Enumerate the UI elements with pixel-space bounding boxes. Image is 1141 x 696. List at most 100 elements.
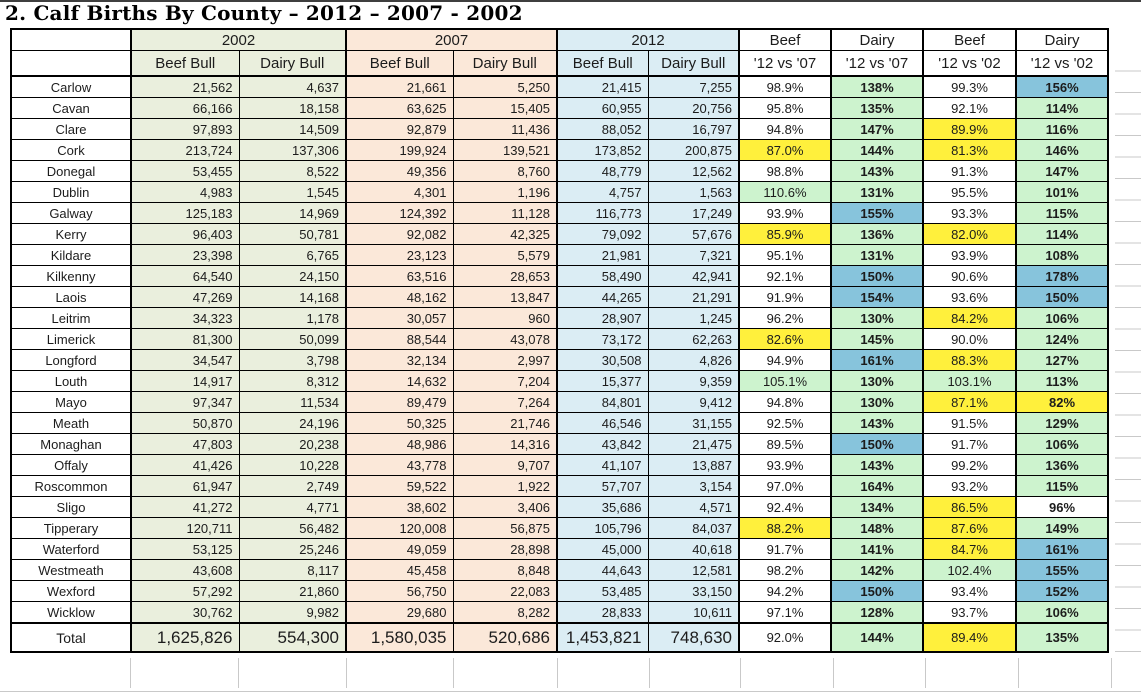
pct-dairy-12v07-cell[interactable]: 150% — [830, 433, 924, 455]
2007-dairy-value-cell[interactable]: 13,847 — [452, 286, 558, 308]
2002-dairy-value-cell[interactable]: 8,312 — [238, 370, 347, 392]
pct-dairy-12v02-cell[interactable]: 82% — [1015, 391, 1109, 413]
pct-dairy-12v07-cell[interactable]: 161% — [830, 349, 924, 371]
2007-beef-value-cell[interactable]: 63,625 — [345, 97, 454, 119]
2007-dairy-value-cell[interactable]: 960 — [452, 307, 558, 329]
pct-dairy-12v02-cell[interactable]: 101% — [1015, 181, 1109, 203]
2007-dairy-value-cell[interactable]: 11,436 — [452, 118, 558, 140]
2007-beef-value-cell[interactable]: 92,879 — [345, 118, 454, 140]
2007-dairy-value-cell[interactable]: 520,686 — [452, 622, 558, 653]
2002-beef-value-cell[interactable]: 1,625,826 — [130, 622, 240, 653]
county-name-cell[interactable]: Kilkenny — [10, 265, 132, 287]
pct-beef-12v07-cell[interactable]: 98.9% — [738, 75, 832, 98]
pct-dairy-12v02-cell[interactable]: 135% — [1015, 622, 1109, 653]
pct-beef-12v07-cell[interactable]: 91.9% — [738, 286, 832, 308]
pct-beef-12v02-cell[interactable]: 91.7% — [922, 433, 1017, 455]
pct-dairy-12v02-cell[interactable]: 156% — [1015, 75, 1109, 98]
2007-dairy-value-cell[interactable]: 42,325 — [452, 223, 558, 245]
2002-dairy-value-cell[interactable]: 14,509 — [238, 118, 347, 140]
county-name-cell[interactable]: Carlow — [10, 75, 132, 98]
2002-dairy-value-cell[interactable]: 20,238 — [238, 433, 347, 455]
pct-dairy-12v07-cell[interactable]: 144% — [830, 622, 924, 653]
county-name-cell[interactable]: Clare — [10, 118, 132, 140]
2012-beef-value-cell[interactable]: 41,107 — [556, 454, 649, 476]
county-name-cell[interactable]: Tipperary — [10, 517, 132, 539]
2012-dairy-value-cell[interactable]: 7,255 — [647, 75, 740, 98]
pct-beef-12v07-cell[interactable]: 93.9% — [738, 454, 832, 476]
2002-beef-value-cell[interactable]: 66,166 — [130, 97, 240, 119]
county-name-cell[interactable]: Waterford — [10, 538, 132, 560]
2007-beef-value-cell[interactable]: 48,162 — [345, 286, 454, 308]
2012-beef-value-cell[interactable]: 21,415 — [556, 75, 649, 98]
2002-dairy-value-cell[interactable]: 1,545 — [238, 181, 347, 203]
pct-beef-12v07-cell[interactable]: 94.9% — [738, 349, 832, 371]
2012-dairy-value-cell[interactable]: 1,245 — [647, 307, 740, 329]
header-beef-bull-2002[interactable]: Beef Bull — [130, 50, 240, 77]
2012-dairy-value-cell[interactable]: 12,562 — [647, 160, 740, 182]
pct-beef-12v02-cell[interactable]: 93.6% — [922, 286, 1017, 308]
pct-dairy-12v02-cell[interactable]: 155% — [1015, 559, 1109, 581]
2002-dairy-value-cell[interactable]: 8,117 — [238, 559, 347, 581]
2012-dairy-value-cell[interactable]: 17,249 — [647, 202, 740, 224]
2012-dairy-value-cell[interactable]: 16,797 — [647, 118, 740, 140]
pct-beef-12v02-cell[interactable]: 93.9% — [922, 244, 1017, 266]
2002-beef-value-cell[interactable]: 47,269 — [130, 286, 240, 308]
2012-beef-value-cell[interactable]: 58,490 — [556, 265, 649, 287]
2012-dairy-value-cell[interactable]: 4,571 — [647, 496, 740, 518]
2007-beef-value-cell[interactable]: 38,602 — [345, 496, 454, 518]
2002-dairy-value-cell[interactable]: 2,749 — [238, 475, 347, 497]
2002-dairy-value-cell[interactable]: 4,771 — [238, 496, 347, 518]
2002-dairy-value-cell[interactable]: 554,300 — [238, 622, 347, 653]
2007-dairy-value-cell[interactable]: 3,406 — [452, 496, 558, 518]
2012-dairy-value-cell[interactable]: 84,037 — [647, 517, 740, 539]
pct-beef-12v02-cell[interactable]: 87.6% — [922, 517, 1017, 539]
pct-dairy-12v07-cell[interactable]: 131% — [830, 181, 924, 203]
2002-dairy-value-cell[interactable]: 50,099 — [238, 328, 347, 350]
2002-dairy-value-cell[interactable]: 1,178 — [238, 307, 347, 329]
2007-dairy-value-cell[interactable]: 8,760 — [452, 160, 558, 182]
pct-beef-12v07-cell[interactable]: 98.2% — [738, 559, 832, 581]
county-name-cell[interactable]: Offaly — [10, 454, 132, 476]
pct-dairy-12v07-cell[interactable]: 130% — [830, 370, 924, 392]
pct-dairy-12v07-cell[interactable]: 147% — [830, 118, 924, 140]
pct-beef-12v02-cell[interactable]: 89.4% — [922, 622, 1017, 653]
2012-dairy-value-cell[interactable]: 3,154 — [647, 475, 740, 497]
pct-dairy-12v07-cell[interactable]: 131% — [830, 244, 924, 266]
header-12vs07-dairy[interactable]: '12 vs '07 — [830, 50, 924, 77]
2002-beef-value-cell[interactable]: 30,762 — [130, 601, 240, 624]
pct-dairy-12v07-cell[interactable]: 150% — [830, 265, 924, 287]
county-name-cell[interactable]: Cork — [10, 139, 132, 161]
2002-dairy-value-cell[interactable]: 21,860 — [238, 580, 347, 602]
2007-dairy-value-cell[interactable]: 1,922 — [452, 475, 558, 497]
county-name-cell[interactable]: Donegal — [10, 160, 132, 182]
2002-beef-value-cell[interactable]: 120,711 — [130, 517, 240, 539]
2007-beef-value-cell[interactable]: 59,522 — [345, 475, 454, 497]
pct-beef-12v07-cell[interactable]: 93.9% — [738, 202, 832, 224]
pct-beef-12v07-cell[interactable]: 88.2% — [738, 517, 832, 539]
pct-dairy-12v02-cell[interactable]: 114% — [1015, 97, 1109, 119]
2002-beef-value-cell[interactable]: 97,893 — [130, 118, 240, 140]
pct-beef-12v02-cell[interactable]: 99.3% — [922, 75, 1017, 98]
2007-dairy-value-cell[interactable]: 1,196 — [452, 181, 558, 203]
pct-dairy-12v02-cell[interactable]: 106% — [1015, 307, 1109, 329]
2007-beef-value-cell[interactable]: 23,123 — [345, 244, 454, 266]
2007-beef-value-cell[interactable]: 88,544 — [345, 328, 454, 350]
pct-beef-12v02-cell[interactable]: 93.2% — [922, 475, 1017, 497]
pct-beef-12v02-cell[interactable]: 93.3% — [922, 202, 1017, 224]
pct-dairy-12v02-cell[interactable]: 106% — [1015, 433, 1109, 455]
header-dairy-bull-2012[interactable]: Dairy Bull — [647, 50, 740, 77]
2002-beef-value-cell[interactable]: 97,347 — [130, 391, 240, 413]
2012-dairy-value-cell[interactable]: 10,611 — [647, 601, 740, 624]
pct-beef-12v07-cell[interactable]: 105.1% — [738, 370, 832, 392]
header-dairy-bull-2007[interactable]: Dairy Bull — [452, 50, 558, 77]
pct-beef-12v02-cell[interactable]: 82.0% — [922, 223, 1017, 245]
2007-dairy-value-cell[interactable]: 14,316 — [452, 433, 558, 455]
2007-dairy-value-cell[interactable]: 8,848 — [452, 559, 558, 581]
2012-dairy-value-cell[interactable]: 33,150 — [647, 580, 740, 602]
pct-beef-12v07-cell[interactable]: 92.4% — [738, 496, 832, 518]
pct-dairy-12v07-cell[interactable]: 136% — [830, 223, 924, 245]
2007-dairy-value-cell[interactable]: 11,128 — [452, 202, 558, 224]
pct-beef-12v02-cell[interactable]: 99.2% — [922, 454, 1017, 476]
2012-beef-value-cell[interactable]: 44,643 — [556, 559, 649, 581]
pct-beef-12v02-cell[interactable]: 91.5% — [922, 412, 1017, 434]
